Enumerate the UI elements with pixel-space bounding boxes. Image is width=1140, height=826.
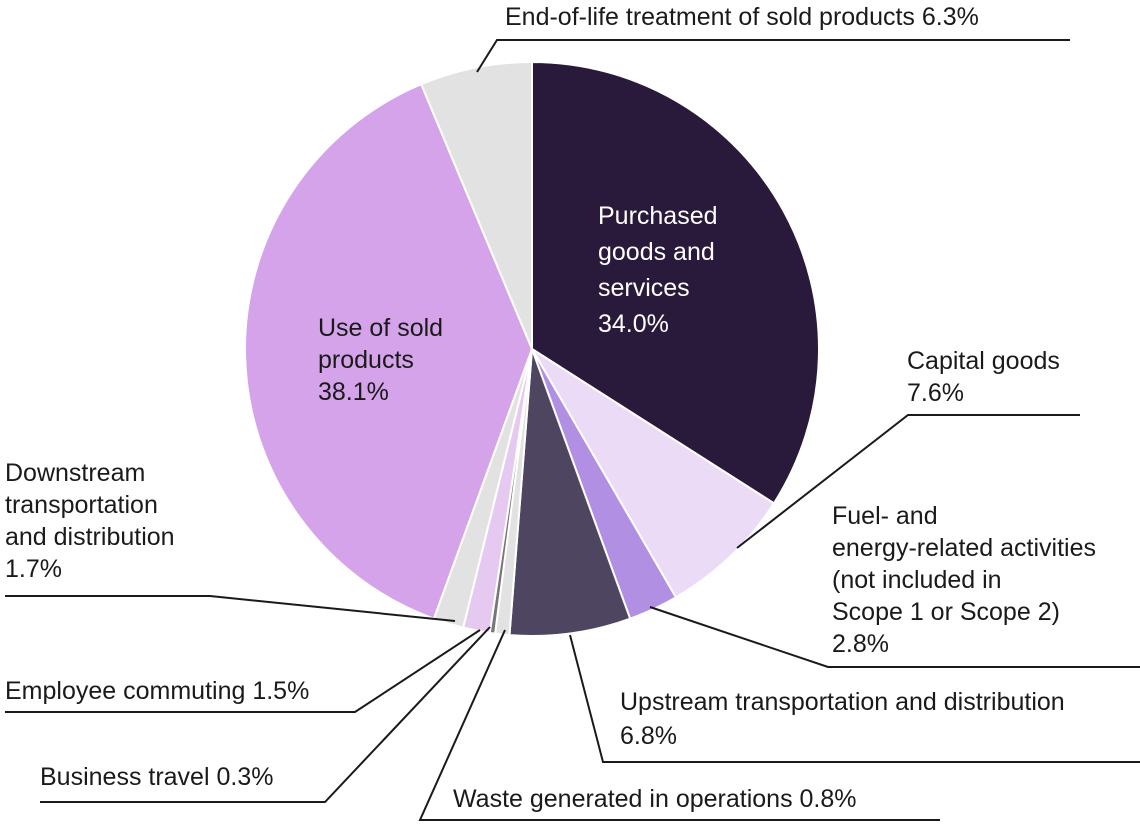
- label-commuting-line: Employee commuting 1.5%: [5, 677, 309, 705]
- leader-line-capital: [736, 414, 1080, 549]
- label-capital-line: Capital goods: [907, 347, 1060, 375]
- label-capital-value: 7.6%: [907, 379, 964, 407]
- label-downstream-line: and distribution: [5, 523, 175, 551]
- leader-line-upstream: [569, 634, 1140, 763]
- label-use-line: Use of sold: [318, 314, 443, 342]
- slice-labels: End-of-life treatment of sold products 6…: [5, 3, 1103, 813]
- label-use-line: products: [318, 346, 414, 374]
- label-fuel-line: energy-related activities: [832, 534, 1096, 562]
- label-upstream-line: Upstream transportation and distribution: [620, 688, 1065, 716]
- label-fuel: Fuel- and energy-related activities (not…: [832, 502, 1103, 658]
- leader-line-eol: [476, 39, 1070, 73]
- leader-line-downstream: [5, 595, 456, 622]
- label-commuting: Employee commuting 1.5%: [5, 677, 309, 705]
- label-downstream-line: Downstream: [5, 459, 145, 487]
- label-upstream-value: 6.8%: [620, 722, 677, 750]
- leader-lines: [5, 39, 1140, 821]
- label-purchased-line: Purchased: [598, 202, 718, 230]
- leader-line-commuting: [5, 629, 481, 713]
- label-downstream-value: 1.7%: [5, 555, 62, 583]
- label-eol: End-of-life treatment of sold products 6…: [505, 3, 979, 31]
- label-use: Use of sold products 38.1%: [318, 314, 450, 406]
- label-fuel-value: 2.8%: [832, 630, 889, 658]
- label-purchased-line: goods and: [598, 238, 715, 266]
- leader-line-fuel: [649, 606, 1140, 668]
- label-use-value: 38.1%: [318, 378, 389, 406]
- label-business-line: Business travel 0.3%: [40, 763, 273, 791]
- label-downstream-line: transportation: [5, 491, 158, 519]
- leader-line-waste: [418, 629, 940, 821]
- pie-slice-upstream-transportation-and-distribution: [508, 348, 632, 637]
- label-waste-line: Waste generated in operations 0.8%: [453, 785, 857, 813]
- pie-slice-end-of-life-treatment-of-sold-products: [420, 61, 533, 350]
- label-capital: Capital goods 7.6%: [907, 347, 1067, 407]
- label-fuel-line: Scope 1 or Scope 2): [832, 598, 1060, 626]
- label-upstream: Upstream transportation and distribution…: [620, 688, 1072, 750]
- label-business: Business travel 0.3%: [40, 763, 273, 791]
- pie-slice-purchased-goods-and-services: [531, 61, 820, 505]
- pie-slice-capital-goods: [531, 348, 775, 599]
- label-eol-line: End-of-life treatment of sold products 6…: [505, 3, 979, 31]
- pie-slices: [244, 61, 820, 637]
- label-purchased-value: 34.0%: [598, 310, 669, 338]
- label-fuel-line: Fuel- and: [832, 502, 938, 530]
- label-purchased: Purchased goods and services 34.0%: [598, 202, 724, 338]
- label-waste: Waste generated in operations 0.8%: [453, 785, 857, 813]
- label-fuel-line: (not included in: [832, 566, 1002, 594]
- label-purchased-line: services: [598, 274, 690, 302]
- label-downstream: Downstream transportation and distributi…: [5, 459, 182, 583]
- pie-slice-use-of-sold-products: [244, 83, 533, 620]
- leader-line-business: [40, 626, 491, 803]
